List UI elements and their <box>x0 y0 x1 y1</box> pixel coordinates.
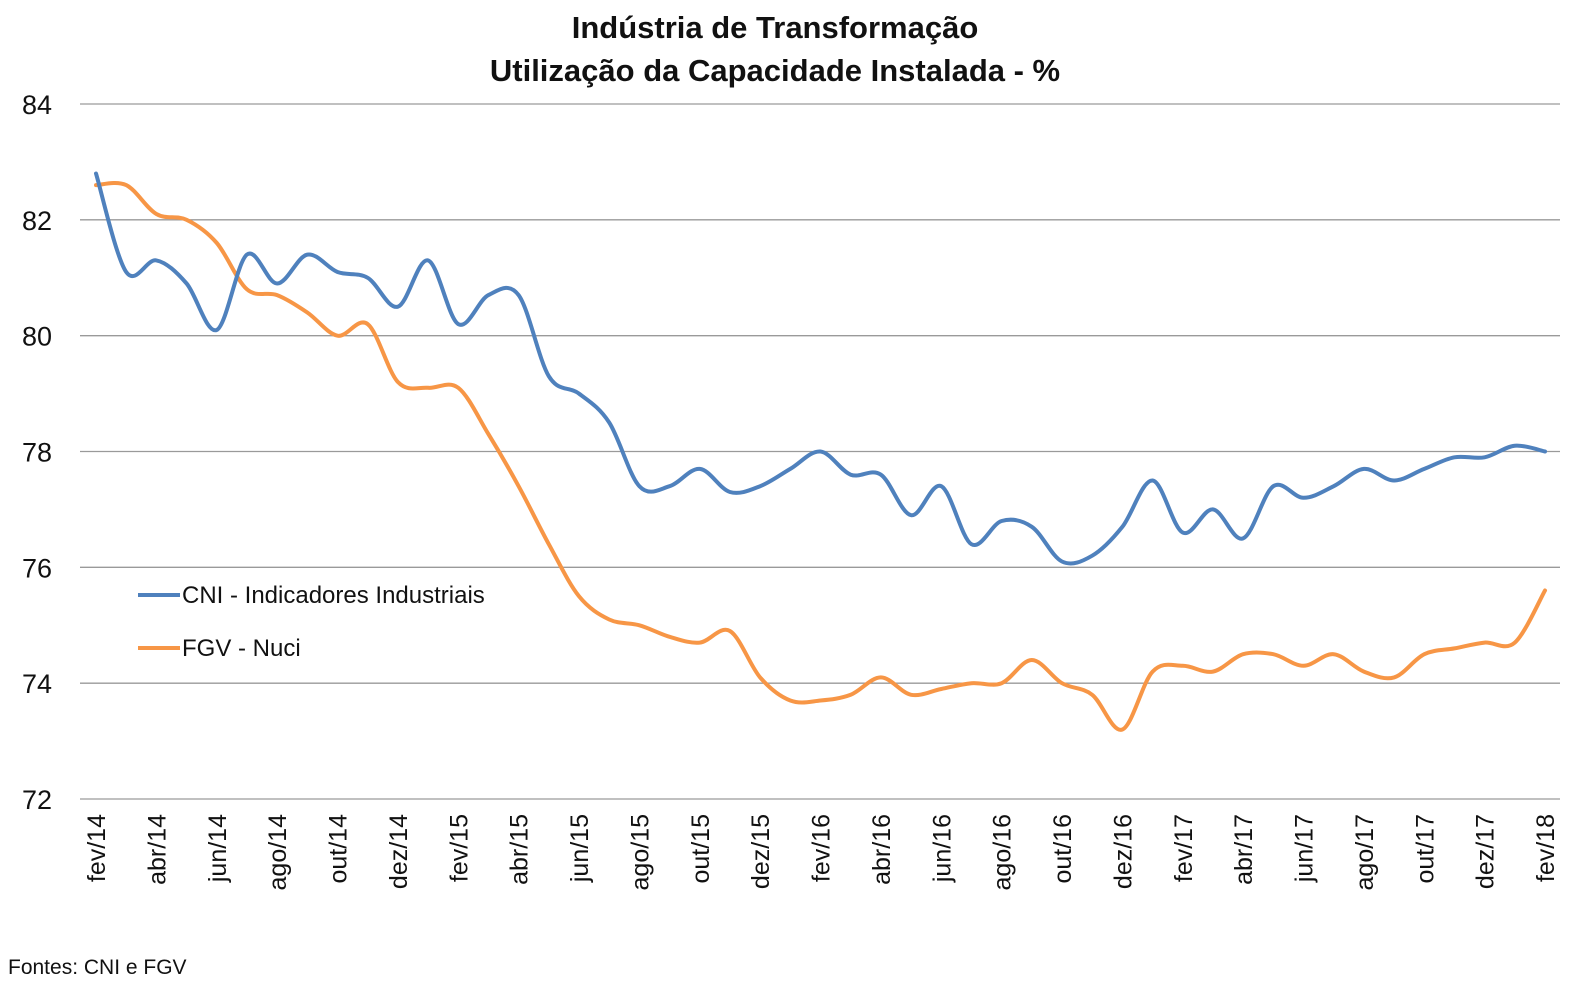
series-lines <box>94 171 1547 732</box>
x-tick-label: jun/16 <box>928 814 956 883</box>
x-tick-label: abr/15 <box>506 814 534 885</box>
x-tick-label: ago/14 <box>264 814 292 891</box>
y-tick-label: 74 <box>22 669 52 699</box>
x-tick-label: ago/16 <box>989 814 1017 890</box>
x-tick-label: out/14 <box>325 814 353 884</box>
legend: CNI - Indicadores Industriais FGV - Nuci <box>138 582 485 662</box>
gridlines <box>80 103 1560 800</box>
x-tick-label: fev/18 <box>1532 814 1560 882</box>
x-tick-label: jun/15 <box>566 814 594 883</box>
x-tick-label: dez/17 <box>1472 814 1500 889</box>
x-tick-label: dez/15 <box>747 814 775 889</box>
x-tick-label: out/15 <box>687 814 715 884</box>
y-tick-label: 82 <box>22 206 52 236</box>
x-axis-ticks: fev/14 abr/14 jun/14 ago/14 out/14 dez/14 fev/… <box>83 814 1560 891</box>
source-note: Fontes: CNI e FGV <box>8 956 187 979</box>
legend-label-cni: CNI - Indicadores Industriais <box>182 582 485 609</box>
x-tick-label: fev/14 <box>83 814 111 882</box>
legend-label-fgv: FGV - Nuci <box>182 635 301 662</box>
x-tick-label: abr/16 <box>868 814 896 885</box>
y-tick-label: 84 <box>22 90 52 120</box>
x-tick-label: dez/14 <box>385 814 413 889</box>
x-tick-label: ago/15 <box>626 814 654 890</box>
series-line-fgv <box>94 180 1547 732</box>
x-tick-label: out/16 <box>1049 814 1077 884</box>
chart-title-line-2: Utilização da Capacidade Instalada - % <box>490 53 1060 88</box>
x-tick-label: ago/17 <box>1351 814 1379 890</box>
chart-title-line-1: Indústria de Transformação <box>572 10 979 45</box>
y-tick-label: 76 <box>22 553 52 583</box>
x-tick-label: fev/16 <box>808 814 836 882</box>
y-tick-label: 78 <box>22 438 52 468</box>
y-axis-ticks: 72 74 76 78 80 82 84 <box>22 90 52 815</box>
x-tick-label: out/17 <box>1411 814 1439 884</box>
x-tick-label: jun/17 <box>1291 814 1319 883</box>
x-tick-label: abr/14 <box>143 814 171 885</box>
y-tick-label: 80 <box>22 322 52 352</box>
series-line-cni <box>94 171 1547 566</box>
y-tick-label: 72 <box>22 785 52 815</box>
x-tick-label: abr/17 <box>1230 814 1258 885</box>
x-tick-label: fev/17 <box>1170 814 1198 882</box>
x-tick-label: fev/15 <box>445 814 473 882</box>
x-tick-label: dez/16 <box>1109 814 1137 889</box>
x-tick-label: jun/14 <box>204 814 232 883</box>
